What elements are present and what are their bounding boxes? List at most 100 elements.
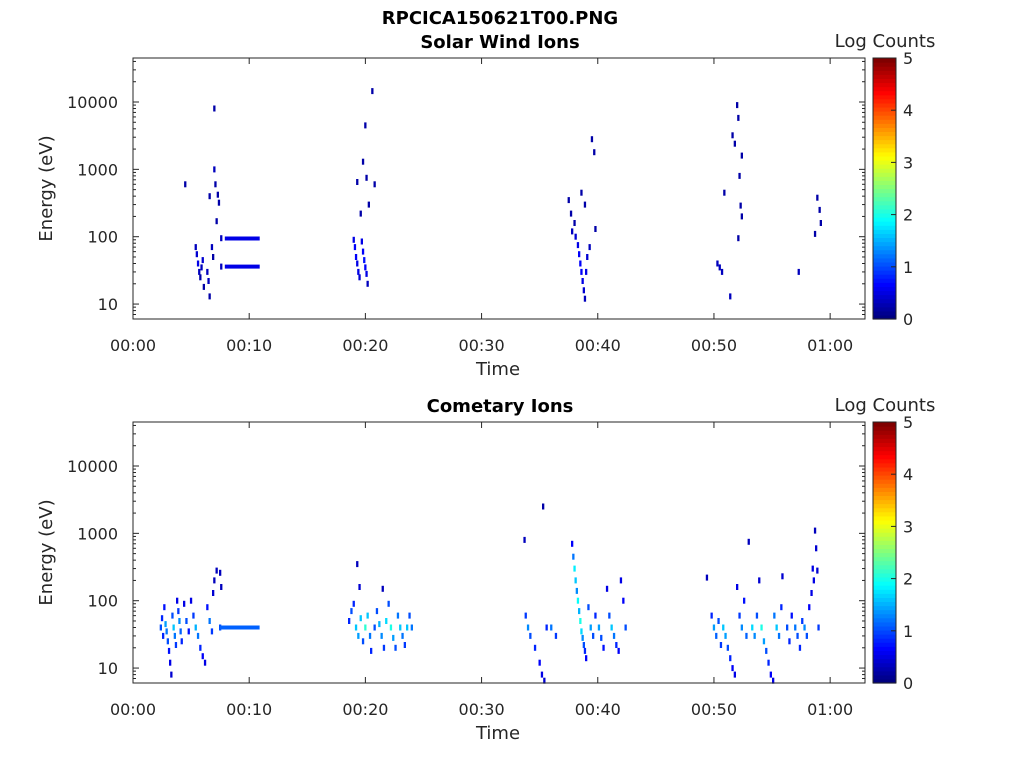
heatmap-cell [178, 618, 181, 624]
heatmap-cell [529, 632, 532, 639]
y-tick-label: 100 [87, 592, 118, 611]
heatmap-cell [208, 293, 211, 300]
heatmap-cell [538, 659, 541, 666]
heatmap-cell [350, 608, 353, 615]
heatmap-cell [594, 612, 597, 619]
colorbar-segment [873, 192, 896, 198]
heatmap-cell [399, 624, 402, 631]
colorbar-segment [873, 670, 896, 676]
heatmap-cell [590, 136, 594, 143]
heatmap-cell [356, 260, 359, 267]
heatmap-cell [571, 228, 574, 235]
heatmap-cell [408, 612, 411, 619]
heatmap-cell [385, 618, 388, 624]
heatmap-cell [533, 644, 537, 651]
colorbar-segment [873, 634, 896, 639]
heatmap-cell [370, 647, 373, 654]
colorbar-segment [873, 119, 896, 124]
heatmap-cell [724, 632, 727, 639]
heatmap-cell [179, 628, 182, 635]
colorbar-segment [873, 458, 896, 464]
heatmap-cell [174, 642, 178, 648]
heatmap-cell [580, 189, 583, 196]
colorbar-segment [873, 454, 896, 460]
heatmap-cell [803, 624, 806, 631]
colorbar-tick-label: 5 [903, 413, 913, 432]
heatmap-cell [612, 632, 616, 639]
heatmap-cell [208, 618, 211, 624]
heatmap-cell [788, 638, 791, 645]
x-tick-label: 00:40 [575, 336, 621, 355]
colorbar-segment [873, 466, 896, 472]
heatmap-band [224, 236, 260, 241]
heatmap-cell [195, 251, 198, 258]
heatmap-cell [364, 624, 367, 631]
colorbar-segment [873, 654, 896, 660]
colorbar-segment [873, 123, 896, 128]
colorbar-segment [873, 666, 896, 672]
heatmap-cell [213, 577, 216, 584]
heatmap-cell [729, 293, 732, 300]
heatmap-cell [777, 632, 781, 639]
heatmap-cell [410, 624, 413, 631]
heatmap-cell [163, 604, 166, 611]
colorbar-segment [873, 204, 896, 210]
heatmap-cell [524, 612, 527, 619]
colorbar-segment [873, 609, 896, 615]
heatmap-cell [786, 624, 789, 631]
x-tick-label: 00:50 [691, 336, 737, 355]
heatmap-cell [811, 565, 814, 572]
colorbar-segment [873, 151, 896, 157]
colorbar-segment [873, 253, 896, 259]
heatmap-cell [194, 244, 197, 251]
heatmap-cell [775, 624, 778, 631]
heatmap-cell [166, 638, 169, 645]
heatmap-cell [600, 634, 603, 641]
heatmap-cell [622, 597, 625, 604]
colorbar-tick-label: 1 [903, 258, 913, 277]
heatmap-cell [202, 283, 205, 290]
y-tick-label: 10 [98, 659, 118, 678]
heatmap-cell [738, 172, 741, 179]
colorbar-segment [873, 601, 896, 607]
heatmap-cell [722, 624, 725, 631]
heatmap-cell [373, 624, 376, 631]
heatmap-cell [574, 577, 577, 584]
colorbar-segment [873, 147, 896, 153]
y-tick-label: 10000 [67, 457, 118, 476]
heatmap-cell [731, 665, 734, 672]
cometary-ions-title: Cometary Ions [427, 396, 574, 417]
colorbar-segment [873, 528, 896, 533]
heatmap-cell [217, 199, 221, 206]
heatmap-cell [216, 191, 219, 198]
heatmap-cell [740, 152, 743, 159]
colorbar-segment [873, 625, 896, 631]
colorbar-segment [873, 487, 896, 492]
heatmap-cell [573, 220, 576, 226]
heatmap-cell [212, 254, 215, 260]
colorbar-segment [873, 552, 896, 558]
heatmap-cell [762, 638, 766, 645]
colorbar-segment [873, 278, 896, 283]
heatmap-cell [729, 655, 732, 662]
heatmap-cell [401, 632, 404, 639]
heatmap-cell [710, 612, 713, 619]
colorbar-segment [873, 237, 896, 243]
heatmap-cell [723, 189, 726, 196]
heatmap-cell [765, 647, 768, 654]
heatmap-cell [220, 263, 223, 270]
colorbar-segment [873, 430, 896, 435]
colorbar-segment [873, 462, 896, 468]
colorbar-segment [873, 139, 896, 145]
x-axis-label: Time [475, 359, 520, 380]
colorbar-segment [873, 131, 896, 137]
heatmap-cell [540, 671, 544, 678]
heatmap-cell [201, 257, 204, 264]
colorbar-segment [873, 274, 896, 279]
colorbar-tick-label: 4 [903, 101, 913, 120]
colorbar-segment [873, 556, 896, 562]
heatmap-cell [199, 644, 202, 651]
heatmap-cell [176, 597, 179, 604]
heatmap-cell [183, 600, 186, 607]
plot-frame [132, 57, 866, 320]
